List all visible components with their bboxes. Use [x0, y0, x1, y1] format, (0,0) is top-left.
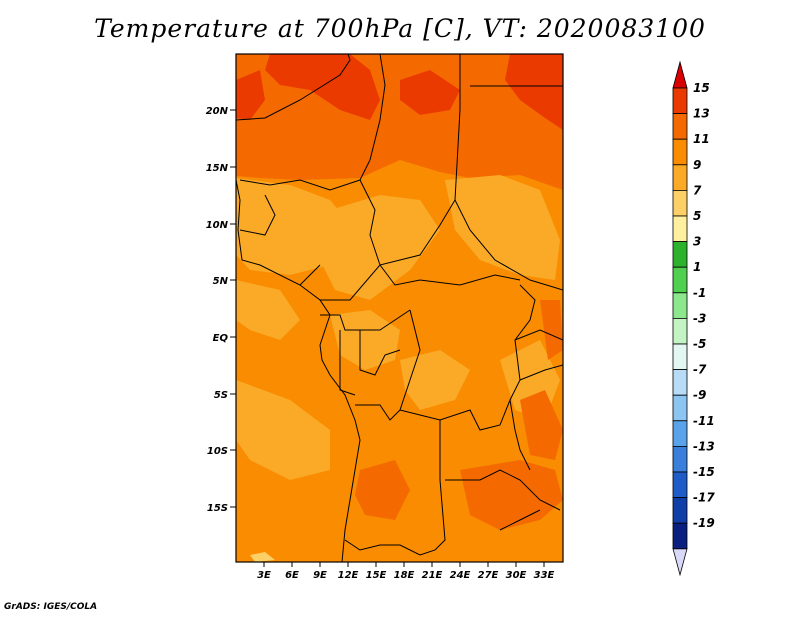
colorbar-label: -17	[693, 491, 715, 505]
colorbar-label: -13	[693, 439, 715, 453]
colorbar-box	[672, 522, 688, 550]
lon-label: 12E	[338, 570, 359, 581]
colorbar-box	[672, 394, 688, 422]
lat-label: 5N	[213, 276, 229, 287]
colorbar-box	[672, 215, 688, 243]
lon-label: 15E	[366, 570, 387, 581]
colorbar-box	[672, 471, 688, 499]
colorbar-box	[672, 497, 688, 524]
lat-label: 15S	[207, 503, 228, 514]
colorbar-label: 5	[693, 209, 701, 223]
lon-label: 18E	[394, 570, 415, 581]
colorbar-label: 9	[693, 158, 701, 172]
temperature-field	[236, 54, 563, 562]
colorbar-label: -1	[693, 286, 706, 300]
lat-axis: 20N 15N 10N 5N EQ 5S 10S 15S	[206, 106, 236, 514]
map-title: Temperature at 700hPa [C], VT: 202008310…	[94, 14, 706, 43]
country-borders	[236, 54, 563, 562]
grads-credit: GrADS: IGES/COLA	[4, 602, 98, 612]
lat-label: 20N	[206, 106, 229, 117]
colorbar-label: 7	[693, 183, 702, 197]
colorbar-box	[672, 292, 688, 319]
colorbar: 15 13 11 9 7 5 3 1 -1 -3 -5 -7 -9 -11 -13 -15 -17 -19	[672, 60, 715, 577]
colorbar-box	[672, 369, 688, 396]
lon-label: 30E	[506, 570, 527, 581]
colorbar-label: -15	[693, 465, 715, 479]
lon-label: 27E	[478, 570, 499, 581]
colorbar-box	[672, 189, 688, 217]
colorbar-box	[672, 164, 688, 191]
colorbar-label: -5	[693, 337, 706, 351]
lat-label: 10S	[207, 446, 228, 457]
colorbar-box	[672, 420, 688, 447]
lon-label: 21E	[422, 570, 443, 581]
colorbar-box	[672, 445, 688, 473]
colorbar-box	[672, 343, 688, 371]
colorbar-label: 11	[693, 132, 710, 146]
lon-axis: 3E 6E 9E 12E 15E 18E 21E 24E 27E 30E 33E	[257, 562, 555, 581]
colorbar-box	[672, 87, 688, 115]
colorbar-label: 13	[693, 107, 710, 121]
lon-label: 3E	[257, 570, 271, 581]
colorbar-box	[672, 317, 688, 345]
lon-label: 24E	[450, 570, 471, 581]
colorbar-bottom-arrow	[672, 548, 688, 577]
colorbar-top-arrow	[672, 60, 688, 89]
colorbar-box	[672, 138, 688, 166]
colorbar-label: -3	[693, 311, 706, 325]
colorbar-label: -7	[693, 363, 707, 377]
colorbar-box	[672, 266, 688, 294]
colorbar-label: 3	[693, 235, 701, 249]
map-frame	[235, 53, 564, 563]
lon-label: 33E	[534, 570, 555, 581]
colorbar-label: -9	[693, 388, 706, 402]
colorbar-box	[672, 113, 688, 140]
lat-label: 15N	[206, 163, 229, 174]
colorbar-label: 15	[693, 81, 710, 95]
lat-label: 5S	[214, 390, 228, 401]
colorbar-label: -11	[693, 414, 715, 428]
lat-label: EQ	[213, 333, 229, 344]
lat-label: 10N	[206, 220, 229, 231]
colorbar-box	[672, 241, 688, 268]
lon-label: 6E	[285, 570, 299, 581]
colorbar-label: 1	[693, 260, 701, 274]
lon-label: 9E	[313, 570, 327, 581]
colorbar-label: -19	[693, 516, 715, 530]
